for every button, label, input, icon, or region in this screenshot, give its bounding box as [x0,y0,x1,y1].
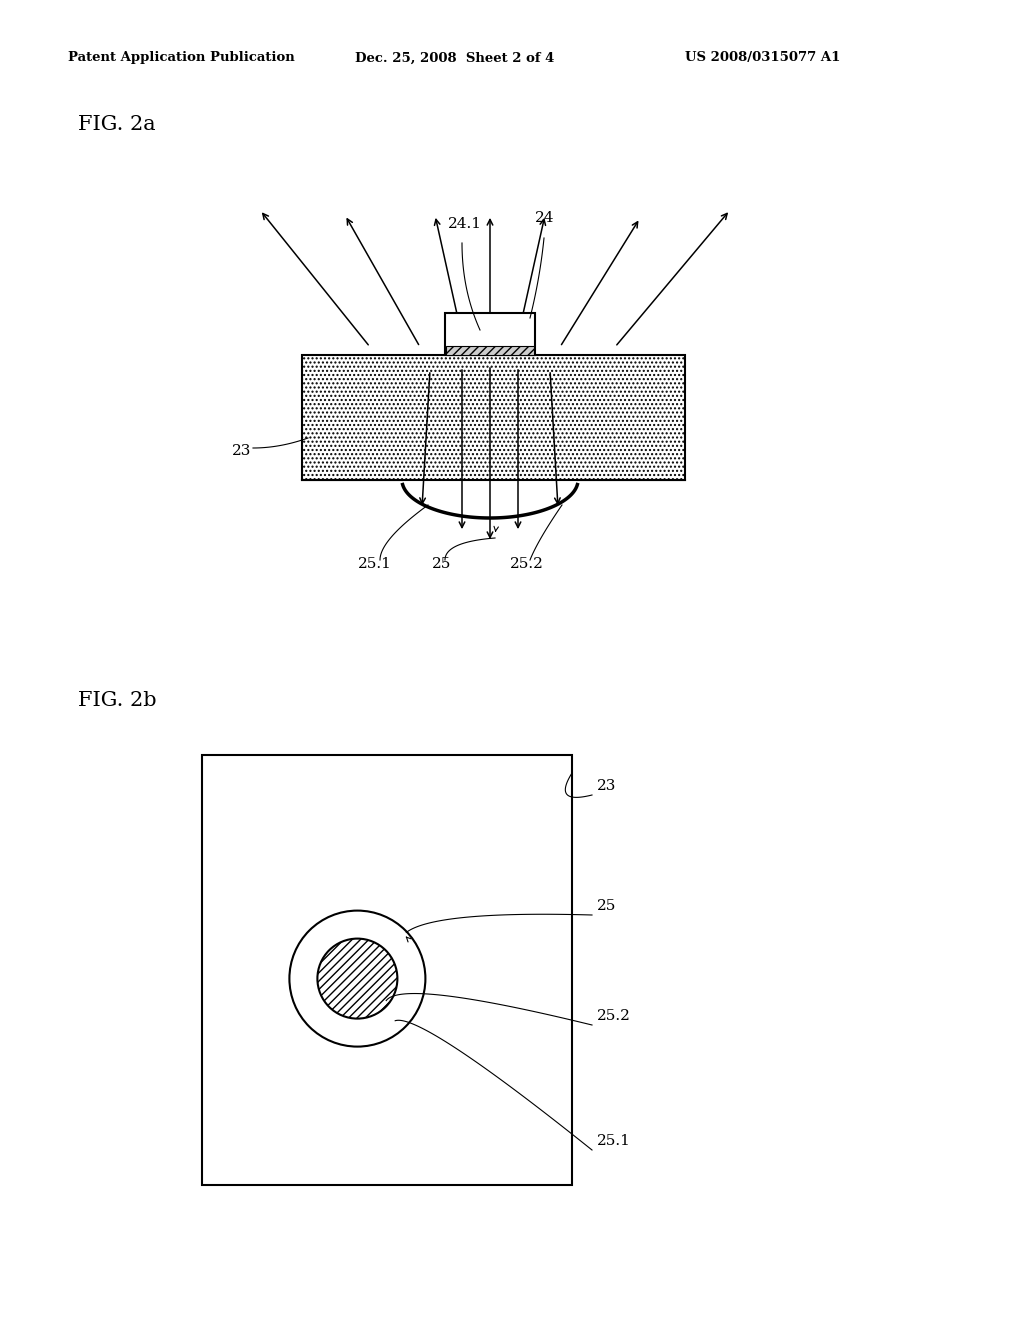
Text: 23: 23 [597,779,616,793]
Text: Patent Application Publication: Patent Application Publication [68,51,295,65]
Text: 25.2: 25.2 [510,557,544,572]
Text: 25.1: 25.1 [358,557,392,572]
Text: US 2008/0315077 A1: US 2008/0315077 A1 [685,51,841,65]
Text: 25.1: 25.1 [597,1134,631,1148]
Text: FIG. 2a: FIG. 2a [78,116,156,135]
Text: 25: 25 [597,899,616,913]
Bar [445,313,535,355]
Text: 24: 24 [535,211,555,224]
Text: 24.1: 24.1 [449,216,482,231]
Text: 25: 25 [432,557,452,572]
Circle shape [317,939,397,1019]
Bar [202,755,572,1185]
Bar [446,346,534,355]
Text: 23: 23 [232,444,251,458]
Bar [302,355,685,480]
Text: FIG. 2b: FIG. 2b [78,690,157,710]
Text: 25.2: 25.2 [597,1008,631,1023]
Text: Dec. 25, 2008  Sheet 2 of 4: Dec. 25, 2008 Sheet 2 of 4 [355,51,554,65]
